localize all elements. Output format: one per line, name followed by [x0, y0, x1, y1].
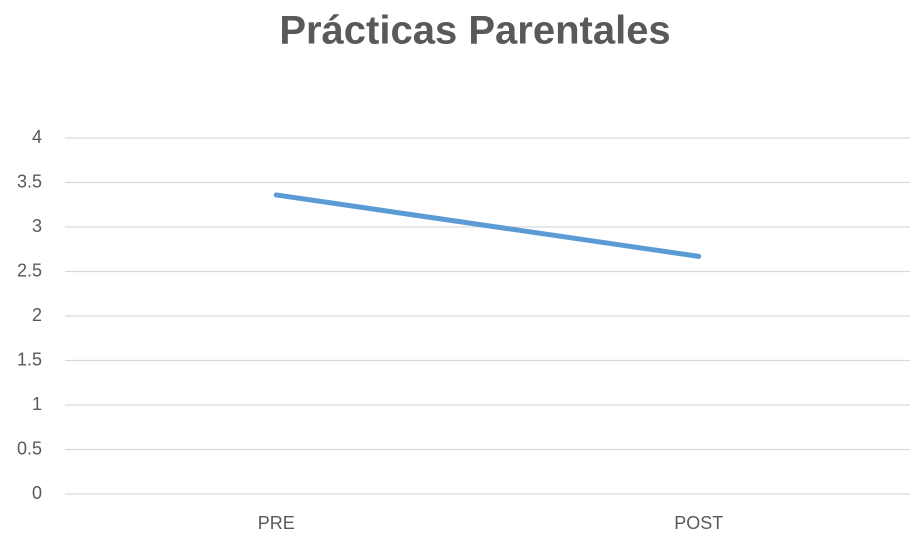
y-tick-label: 1 [32, 394, 42, 414]
x-tick-label: POST [674, 513, 723, 533]
y-tick-label: 3 [32, 216, 42, 236]
y-tick-label: 4 [32, 127, 42, 147]
chart-title: Prácticas Parentales [279, 9, 670, 53]
y-tick-label: 3.5 [17, 171, 42, 191]
y-tick-label: 0.5 [17, 438, 42, 458]
data-line [273, 192, 702, 259]
y-tick-label: 2.5 [17, 260, 42, 280]
y-tick-label: 0 [32, 483, 42, 503]
y-tick-label: 1.5 [17, 349, 42, 369]
y-tick-label: 2 [32, 305, 42, 325]
x-tick-label: PRE [258, 513, 295, 533]
